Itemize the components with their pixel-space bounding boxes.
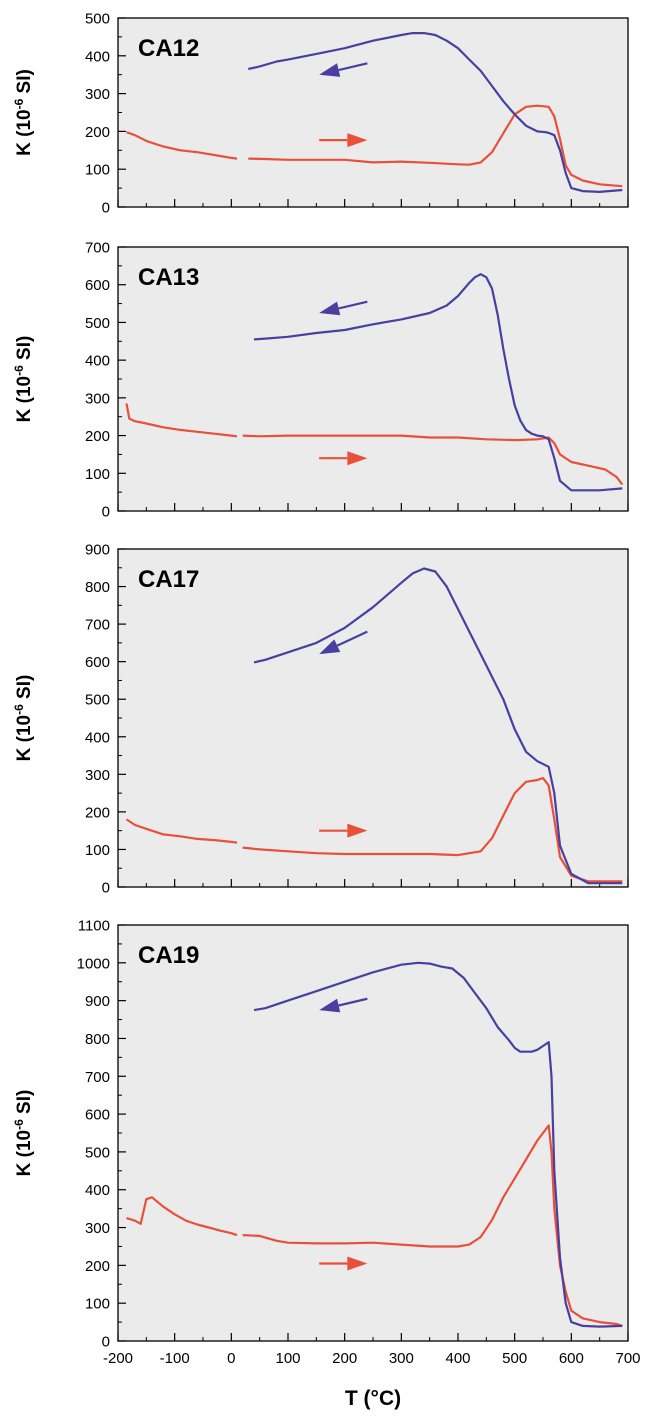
direction-arrow-head (347, 451, 368, 466)
y-axis-label: K (10-6 SI) (12, 336, 35, 423)
y-tick-label: 200 (85, 428, 110, 445)
y-tick-label: 700 (85, 1069, 110, 1086)
y-tick-label: 0 (102, 880, 110, 897)
panel-ca13: 0 100 200 300 400 500 600 700 CA13 K (10-6 SI) (12, 240, 629, 521)
panel-title: CA13 (138, 264, 199, 291)
y-tick-label: 500 (85, 1144, 110, 1161)
panel-ca17: 0 100 200 300 400 500 600 700 800 900 CA17 K (10-6 … (12, 542, 629, 897)
x-tick-label: 200 (332, 1350, 357, 1367)
series-group (126, 31, 623, 193)
y-tick-label: 800 (85, 579, 110, 596)
series-group (125, 273, 624, 492)
series-line-2 (248, 104, 623, 188)
series-line-1 (125, 403, 238, 438)
y-tick-label: 100 (85, 162, 110, 179)
y-tick-label: 400 (85, 48, 110, 65)
y-tick-label: 400 (85, 353, 110, 370)
y-axis-label: K (10-6 SI) (12, 69, 35, 156)
y-tick-label: 100 (85, 1296, 110, 1313)
y-tick-label: 200 (85, 1258, 110, 1275)
y-tick-label: 600 (85, 654, 110, 671)
y-tick-label: 700 (85, 617, 110, 634)
panel-ca12: 0 100 200 300 400 500 CA12 K (10-6 SI) (12, 11, 629, 217)
x-tick-label: 500 (502, 1350, 527, 1367)
series-line-2 (242, 1124, 623, 1327)
y-tick-label: 600 (85, 1107, 110, 1124)
plot-frame (117, 246, 629, 512)
y-tick-label: 200 (85, 124, 110, 141)
series-line-3 (253, 273, 623, 492)
y-tick-label: 1100 (78, 918, 110, 935)
plot-frame (117, 548, 629, 888)
direction-arrow-head (319, 301, 341, 316)
y-tick-label: 700 (85, 240, 110, 257)
series-line-1 (126, 131, 238, 160)
direction-arrow-shaft (338, 300, 368, 310)
y-tick-label: 500 (85, 315, 110, 332)
series-line-3 (248, 31, 623, 193)
series-line-2 (242, 776, 623, 883)
panel-title: CA19 (138, 942, 199, 969)
y-tick-label: 400 (85, 729, 110, 746)
y-axis-label: K (10-6 SI) (12, 675, 35, 762)
y-tick-label: 500 (85, 11, 110, 28)
y-tick-label: 200 (85, 804, 110, 821)
series-line-3 (253, 961, 623, 1328)
direction-arrow-head (347, 133, 368, 148)
x-tick-label: 600 (559, 1350, 584, 1367)
series-line-1 (125, 818, 238, 844)
panel-ca19: 0 100 200 300 400 500 600 700 800 900 1000 1100 CA19… (12, 918, 629, 1351)
panels: 0 100 200 300 400 500 CA12 K (10-6 SI) 0 100 200 30… (12, 11, 629, 1351)
direction-arrow-head (347, 823, 368, 838)
y-tick-label: 0 (102, 504, 110, 521)
direction-arrow-shaft (338, 997, 368, 1007)
y-tick-label: 600 (85, 277, 110, 294)
plot-area (118, 549, 628, 887)
plot-frame (117, 17, 629, 208)
x-tick-label: -200 (103, 1350, 133, 1367)
y-tick-label: 900 (85, 993, 110, 1010)
series-group (125, 567, 623, 885)
panel-title: CA17 (138, 566, 199, 593)
plot-area (118, 18, 628, 207)
y-tick-label: 1000 (77, 955, 110, 972)
y-tick-label: 100 (85, 466, 110, 483)
direction-arrow-shaft (336, 630, 368, 647)
x-tick-label: 100 (275, 1350, 300, 1367)
series-line-2 (242, 434, 624, 486)
direction-arrow-head (319, 639, 341, 655)
y-tick-label: 300 (85, 1220, 110, 1237)
series-group (126, 961, 623, 1328)
direction-arrow-head (319, 63, 341, 77)
y-tick-label: 900 (85, 542, 110, 559)
plot-area (118, 925, 628, 1341)
series-line-3 (253, 567, 623, 885)
x-axis-label: T (°C) (345, 1387, 401, 1410)
x-tick-label: -100 (160, 1350, 190, 1367)
direction-arrow-head (347, 1256, 368, 1271)
x-tick-label: 400 (445, 1350, 470, 1367)
y-axis-label: K (10-6 SI) (12, 1090, 35, 1177)
x-axis: -200 -100 0 100 200 300 400 500 600 700 (103, 1350, 641, 1367)
direction-arrow-shaft (338, 62, 368, 72)
direction-arrow-head (319, 998, 341, 1013)
y-tick-label: 500 (85, 692, 110, 709)
x-tick-label: 300 (389, 1350, 414, 1367)
panel-title: CA12 (138, 35, 199, 62)
x-tick-label: 0 (227, 1350, 235, 1367)
y-tick-label: 300 (85, 86, 110, 103)
y-tick-label: 0 (102, 200, 110, 217)
series-line-1 (126, 1196, 238, 1237)
y-tick-label: 800 (85, 1031, 110, 1048)
plot-frame (117, 924, 629, 1342)
plot-area (118, 247, 628, 511)
y-tick-label: 0 (102, 1334, 110, 1351)
x-tick-label: 700 (615, 1350, 640, 1367)
y-tick-label: 400 (85, 1182, 110, 1199)
y-tick-label: 300 (85, 767, 110, 784)
y-tick-label: 100 (85, 842, 110, 859)
y-tick-label: 300 (85, 390, 110, 407)
